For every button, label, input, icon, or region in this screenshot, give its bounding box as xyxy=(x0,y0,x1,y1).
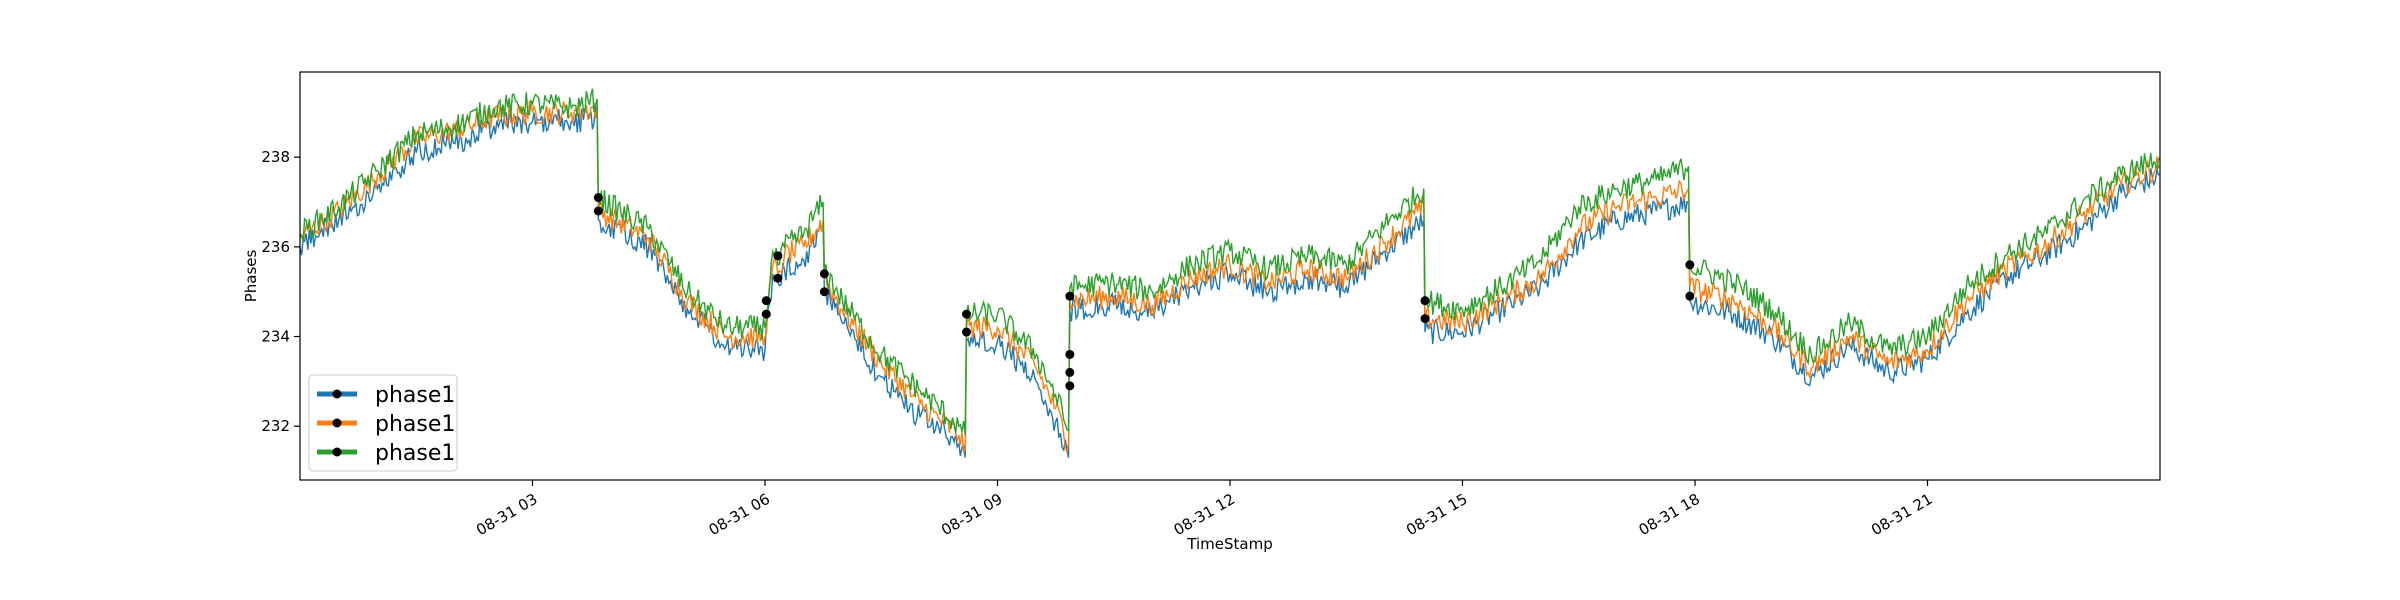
series-line-3 xyxy=(299,88,2161,436)
event-marker xyxy=(773,273,783,283)
event-marker xyxy=(819,269,829,279)
event-marker xyxy=(761,309,771,319)
legend-label: phase1 xyxy=(375,441,455,466)
event-marker xyxy=(1685,260,1695,270)
y-tick-label: 234 xyxy=(261,328,290,346)
legend: phase1 phase1 phase1 xyxy=(308,374,458,472)
y-axis-label: Phases xyxy=(242,250,260,303)
y-tick-label: 232 xyxy=(261,417,290,435)
legend-box xyxy=(308,374,458,472)
series-line-2 xyxy=(299,100,2161,455)
event-marker xyxy=(819,287,829,297)
event-marker xyxy=(593,193,603,203)
event-marker xyxy=(593,206,603,216)
event-marker xyxy=(773,251,783,261)
event-marker xyxy=(962,327,971,337)
event-marker xyxy=(1065,367,1075,377)
marker-layer xyxy=(593,193,1695,391)
event-marker xyxy=(1685,291,1695,301)
y-tick-label: 236 xyxy=(261,238,290,256)
event-marker xyxy=(1065,381,1075,391)
event-marker xyxy=(1420,314,1430,324)
series-layer xyxy=(299,88,2161,458)
event-marker xyxy=(1065,349,1075,359)
event-marker xyxy=(962,309,971,319)
legend-label: phase1 xyxy=(375,383,455,408)
event-marker xyxy=(761,296,771,306)
legend-marker xyxy=(332,447,342,457)
y-tick-label: 238 xyxy=(261,148,290,166)
event-marker xyxy=(1065,291,1075,301)
legend-marker xyxy=(332,418,342,428)
x-axis-label: TimeStamp xyxy=(1186,535,1272,553)
legend-label: phase1 xyxy=(375,412,455,437)
event-marker xyxy=(1420,296,1430,306)
y-axis: 232 234 236 238 xyxy=(261,148,300,435)
legend-marker xyxy=(332,389,342,399)
